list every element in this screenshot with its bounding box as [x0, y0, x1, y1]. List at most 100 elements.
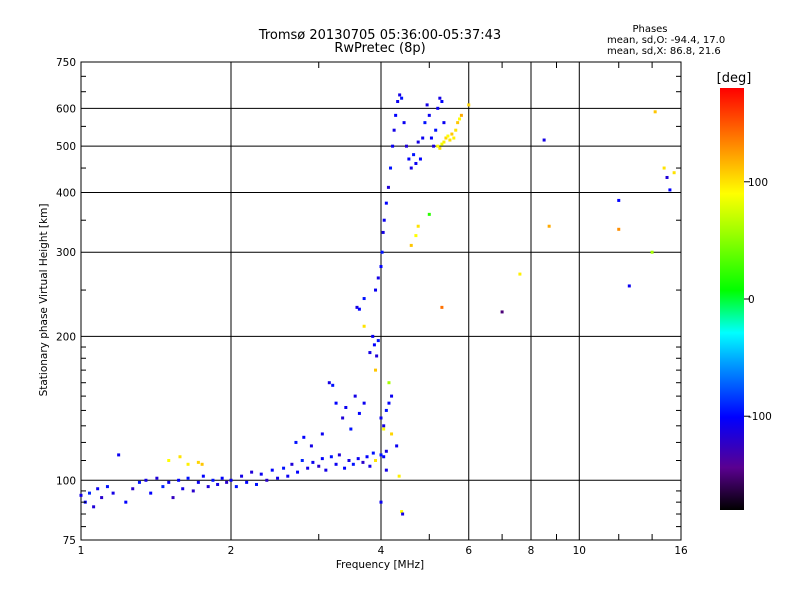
data-point [416, 140, 420, 144]
data-point [240, 474, 244, 478]
data-point [117, 453, 121, 457]
data-point [300, 458, 304, 462]
data-point [357, 307, 361, 311]
data-point [425, 103, 429, 107]
data-point [438, 146, 442, 150]
data-point [440, 100, 444, 104]
data-point [456, 121, 460, 125]
y-tick-label: 600 [56, 103, 76, 115]
data-point [392, 128, 396, 132]
data-point [265, 478, 269, 482]
data-point [436, 144, 440, 148]
data-point [371, 334, 375, 338]
data-point [286, 474, 290, 478]
x-tick-label: 16 [674, 545, 688, 557]
data-point [124, 500, 128, 504]
data-point [390, 432, 394, 436]
data-point [414, 161, 418, 165]
data-point [627, 284, 631, 288]
colorbar-ticks: 100 0 -100 [744, 177, 772, 423]
data-point [270, 468, 274, 472]
data-point [459, 113, 463, 117]
data-point [665, 175, 669, 179]
data-point [400, 510, 404, 514]
data-point [234, 485, 238, 489]
data-point [429, 136, 433, 140]
y-tick-label: 750 [56, 57, 76, 69]
phase-mean-o: mean, sd,O: -94.4, 17.0 [607, 35, 725, 46]
y-axis-label: Stationary phase Virtual Height [km] [38, 204, 50, 397]
data-point [427, 212, 431, 216]
y-tick-label: 200 [56, 331, 76, 343]
data-point [374, 458, 378, 462]
data-point [320, 432, 324, 436]
data-point [412, 153, 416, 157]
data-point [376, 276, 380, 280]
data-point [376, 339, 380, 343]
data-point [382, 218, 386, 222]
data-point [355, 305, 359, 309]
data-point [668, 188, 672, 192]
data-point [309, 444, 313, 448]
data-point [144, 478, 148, 482]
x-tick-label: 4 [378, 545, 385, 557]
data-point [542, 138, 546, 142]
data-point [353, 394, 357, 398]
data-point [467, 103, 471, 107]
data-point [87, 491, 91, 495]
phase-mean-x: mean, sd,X: 86.8, 21.6 [607, 46, 721, 57]
x-tick-label: 6 [465, 545, 472, 557]
data-point [379, 453, 383, 457]
data-point [458, 117, 462, 121]
data-point [382, 427, 386, 431]
data-point [375, 354, 379, 358]
chart-subtitle: RwPretec (8p) [334, 41, 425, 56]
colorbar-tick-label: -100 [748, 411, 772, 423]
data-point [306, 466, 310, 470]
data-point [171, 496, 175, 500]
data-point [137, 480, 141, 484]
x-tick-label: 2 [228, 545, 235, 557]
data-point [414, 234, 418, 238]
data-point [344, 405, 348, 409]
data-point [371, 451, 375, 455]
data-point [357, 411, 361, 415]
data-point [547, 224, 551, 228]
data-point [200, 462, 204, 466]
data-point [382, 424, 386, 428]
data-point [384, 468, 388, 472]
data-point [196, 480, 200, 484]
data-point [79, 493, 83, 497]
data-point [384, 449, 388, 453]
data-point [409, 166, 413, 170]
data-point [617, 198, 621, 202]
data-point [432, 144, 436, 148]
data-point [500, 310, 504, 314]
data-point [105, 485, 109, 489]
data-point [395, 444, 399, 448]
data-point [374, 288, 378, 292]
data-point [361, 460, 365, 464]
data-point [365, 455, 369, 459]
data-point [427, 113, 431, 117]
colorbar-label: [deg] [717, 71, 752, 86]
y-tick-label: 500 [56, 141, 76, 153]
data-point [454, 128, 458, 132]
data-point [149, 491, 153, 495]
data-point [250, 470, 254, 474]
data-point [245, 480, 249, 484]
data-point [386, 185, 390, 189]
data-point [362, 297, 366, 301]
data-point [327, 381, 331, 385]
data-point [442, 121, 446, 125]
data-point [448, 138, 452, 142]
data-point [438, 96, 442, 100]
data-point [167, 458, 171, 462]
data-point [382, 455, 386, 459]
data-point [211, 478, 215, 482]
phase-colorbar: [deg] 100 0 -100 [717, 71, 772, 510]
data-point [92, 505, 96, 509]
data-point [317, 464, 321, 468]
data-point [290, 462, 294, 466]
data-point [389, 166, 393, 170]
